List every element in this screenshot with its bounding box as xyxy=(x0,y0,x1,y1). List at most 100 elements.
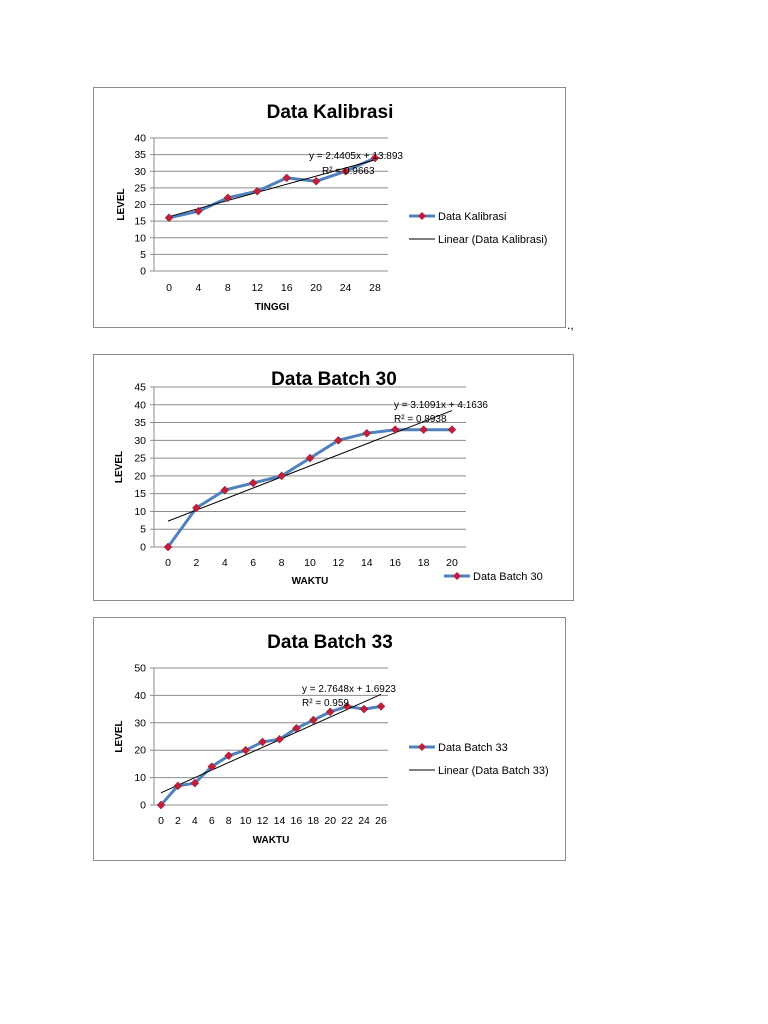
x-tick-label: 4 xyxy=(222,557,228,569)
legend-label-trendline: Linear (Data Kalibrasi) xyxy=(438,234,547,246)
legend-marker xyxy=(453,572,461,580)
x-tick-label: 20 xyxy=(324,815,336,827)
x-tick-label: 6 xyxy=(209,815,215,827)
trendline-equation: y = 2.7648x + 1.6923 xyxy=(302,684,396,695)
data-point xyxy=(163,542,173,552)
x-tick-label: 26 xyxy=(375,815,387,827)
data-point xyxy=(173,781,183,791)
stray-punctuation: ., xyxy=(567,318,574,332)
x-tick-label: 18 xyxy=(418,557,430,569)
data-point xyxy=(224,751,234,761)
data-point xyxy=(220,485,230,495)
chart-data-batch-30: Data Batch 30 0 5 10 15 20 25 30 35 40 45 0 2 4 6 8 10 12… xyxy=(93,354,574,601)
x-tick-label: 20 xyxy=(310,282,322,294)
data-point xyxy=(342,702,352,711)
data-point xyxy=(223,193,233,203)
chart-title: Data Batch 33 xyxy=(267,632,393,653)
data-point xyxy=(282,173,292,183)
legend-label-series: Data Batch 33 xyxy=(438,742,508,754)
x-axis-label: WAKTU xyxy=(292,576,329,587)
data-point xyxy=(275,734,284,744)
trendline-equation: y = 3.1091x + 4.1636 xyxy=(394,400,488,411)
x-tick-label: 16 xyxy=(291,815,303,827)
x-tick-label: 0 xyxy=(165,557,171,569)
x-tick-label: 10 xyxy=(240,815,252,827)
x-tick-label: 14 xyxy=(274,815,286,827)
y-tick-label: 20 xyxy=(134,745,146,757)
x-tick-label: 18 xyxy=(307,815,319,827)
y-axis-label: LEVEL xyxy=(114,451,125,483)
legend-label-series: Data Kalibrasi xyxy=(438,211,506,223)
y-tick-label: 50 xyxy=(134,663,146,675)
trendline xyxy=(160,693,382,794)
trendline-equation: y = 2.4405x + 13.893 xyxy=(309,151,403,162)
data-point xyxy=(419,425,428,435)
y-tick-label: 35 xyxy=(134,417,146,429)
data-point xyxy=(308,715,318,725)
legend-label-series: Data Batch 30 xyxy=(473,571,543,583)
x-tick-label: 4 xyxy=(196,282,202,294)
y-tick-label: 20 xyxy=(134,470,146,482)
data-point xyxy=(341,166,350,176)
x-tick-label: 22 xyxy=(341,815,353,827)
x-tick-label: 12 xyxy=(251,282,263,294)
y-tick-label: 35 xyxy=(134,149,146,161)
y-tick-label: 25 xyxy=(134,182,146,194)
x-tick-label: 4 xyxy=(192,815,198,827)
x-tick-label: 0 xyxy=(158,815,164,827)
x-tick-label: 14 xyxy=(361,557,373,569)
legend-marker xyxy=(418,212,426,220)
y-tick-label: 30 xyxy=(134,166,146,178)
data-point xyxy=(390,425,400,435)
data-point xyxy=(311,176,321,186)
data-point xyxy=(362,428,372,438)
y-tick-label: 25 xyxy=(134,453,146,465)
x-axis-label: WAKTU xyxy=(253,835,290,846)
chart-data-batch-33: Data Batch 33 0 10 20 30 40 50 0 2 4 6 8 10 12 14 16 18 2… xyxy=(93,617,566,861)
x-tick-label: 8 xyxy=(279,557,285,569)
x-tick-label: 24 xyxy=(340,282,352,294)
data-point xyxy=(277,471,286,481)
y-tick-label: 5 xyxy=(140,249,146,261)
x-tick-label: 24 xyxy=(358,815,370,827)
y-tick-label: 40 xyxy=(134,399,146,411)
x-tick-label: 0 xyxy=(166,282,172,294)
y-tick-label: 0 xyxy=(140,800,146,812)
y-tick-label: 40 xyxy=(134,690,146,702)
y-tick-label: 5 xyxy=(140,524,146,536)
data-point xyxy=(207,762,217,771)
y-tick-label: 30 xyxy=(134,717,146,729)
trendline-r2: R² = 0.9663 xyxy=(322,166,375,177)
data-point xyxy=(192,503,201,513)
trendline-r2: R² = 0.8938 xyxy=(394,414,447,425)
data-point xyxy=(447,425,457,435)
y-tick-label: 10 xyxy=(134,772,146,784)
x-tick-label: 2 xyxy=(193,557,199,569)
x-tick-label: 2 xyxy=(175,815,181,827)
data-point xyxy=(334,435,343,445)
x-tick-label: 16 xyxy=(389,557,401,569)
x-tick-label: 20 xyxy=(446,557,458,569)
y-tick-label: 30 xyxy=(134,435,146,447)
y-tick-label: 0 xyxy=(140,266,146,278)
y-tick-label: 0 xyxy=(140,542,146,554)
data-point xyxy=(248,478,258,488)
data-point xyxy=(305,453,315,463)
chart-title: Data Kalibrasi xyxy=(267,102,394,123)
data-point xyxy=(241,745,250,755)
chart-title: Data Batch 30 xyxy=(271,369,397,390)
data-point xyxy=(376,702,386,711)
data-point xyxy=(164,213,174,223)
chart-data-kalibrasi: Data Kalibrasi 0 5 10 15 20 25 30 35 40 0 4 8 12 16 20 2… xyxy=(93,87,566,328)
chart-canvas: Data Batch 30 0 5 10 15 20 25 30 35 40 45 0 2 4 6 8 10 12… xyxy=(114,369,543,587)
x-axis-label: TINGGI xyxy=(255,302,290,313)
data-point xyxy=(292,723,301,733)
data-point xyxy=(190,778,200,788)
data-point xyxy=(258,737,267,747)
data-point xyxy=(156,800,166,810)
y-tick-label: 20 xyxy=(134,199,146,211)
y-tick-label: 10 xyxy=(134,506,146,518)
trendline xyxy=(167,410,453,522)
legend-label-trendline: Linear (Data Batch 33) xyxy=(438,765,549,777)
